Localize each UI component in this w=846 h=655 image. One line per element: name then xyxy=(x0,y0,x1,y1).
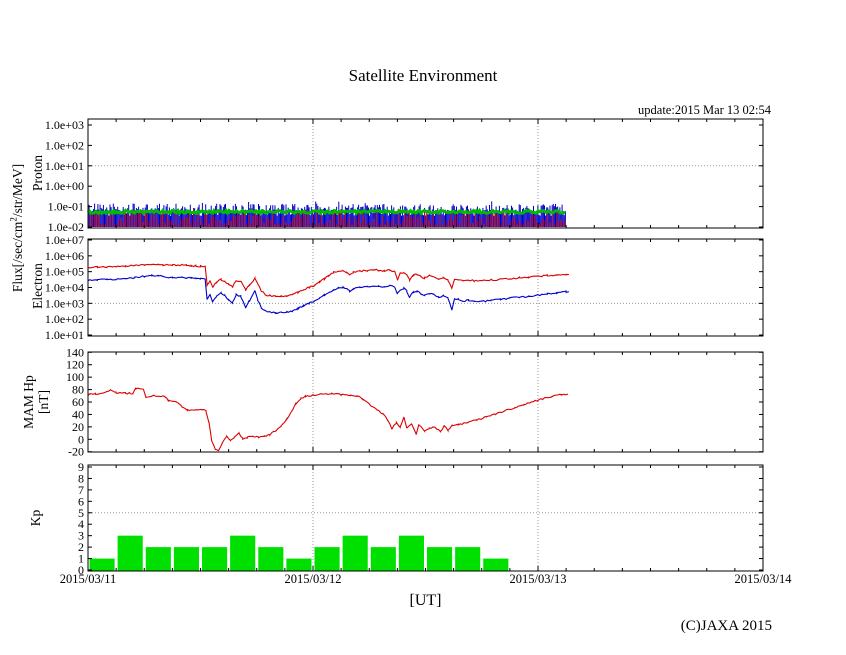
kp-bar xyxy=(398,535,424,571)
proton-ytick-label: 1.0e+03 xyxy=(45,118,84,132)
mam-ytick-label: 0 xyxy=(78,432,84,446)
x-tick-label-day3: 2015/03/13 xyxy=(509,572,567,586)
kp-bar xyxy=(483,558,509,571)
x-tick-label-day1: 2015/03/11 xyxy=(59,572,117,586)
kp-ytick-label: 6 xyxy=(78,494,84,508)
mam-ytick-label: 120 xyxy=(66,358,84,372)
kp-bar xyxy=(202,547,228,571)
kp-bar xyxy=(89,558,115,571)
electron-ytick-label: 1.0e+04 xyxy=(45,281,84,295)
kp-ytick-label: 4 xyxy=(78,517,84,531)
proton-ytick-label: 1.0e+01 xyxy=(45,159,84,173)
kp-bar xyxy=(427,547,453,571)
copyright: (C)JAXA 2015 xyxy=(680,618,772,634)
mam-ytick-label: 80 xyxy=(72,383,84,397)
kp-bar xyxy=(342,535,368,571)
kp-ytick-label: 5 xyxy=(78,506,84,520)
x-axis-unit-label: [UT] xyxy=(409,592,442,609)
kp-bar xyxy=(455,547,481,571)
proton-ytick-label: 1.0e+00 xyxy=(45,179,84,193)
mam-ytick-label: 140 xyxy=(66,345,84,359)
kp-ytick-label: 2 xyxy=(78,540,84,554)
mam-ytick-label: -20 xyxy=(68,445,84,459)
kp-bar xyxy=(286,558,312,571)
mam-ytick-label: 100 xyxy=(66,370,84,384)
kp-bar xyxy=(230,535,256,571)
electron-panel: 1.0e+07 1.0e+06 1.0e+05 1.0e+041.0e+03 1.0e+… xyxy=(45,233,764,342)
kp-ytick-label: 1 xyxy=(78,552,84,566)
proton-panel: 1.0e+03 1.0e+02 1.0e+01 1.0e+00 1.0e-01 1.0e-… xyxy=(45,118,764,234)
kp-ytick-label: 7 xyxy=(78,483,84,497)
proton-ytick-label: 1.0e-01 xyxy=(48,200,84,214)
kp-bar xyxy=(370,547,396,571)
proton-ytick-label: 1.0e+02 xyxy=(45,138,84,152)
kp-ytick-label: 0 xyxy=(78,563,84,577)
kp-ytick-label: 3 xyxy=(78,529,84,543)
kp-ytick-label: 9 xyxy=(78,460,84,474)
kp-bar xyxy=(145,547,171,571)
electron-blue-trace xyxy=(87,273,570,315)
kp-bar xyxy=(258,547,284,571)
kp-bar xyxy=(173,547,199,571)
kp-bar xyxy=(314,547,340,571)
mam-ytick-label: 60 xyxy=(72,395,84,409)
kp-bar xyxy=(117,535,143,571)
electron-ytick-label: 1.0e+05 xyxy=(45,265,84,279)
x-tick-label-day2: 2015/03/12 xyxy=(284,572,342,586)
electron-ytick-label: 1.0e+06 xyxy=(45,249,84,263)
mam-ytick-label: 40 xyxy=(72,407,84,421)
x-tick-label-day4: 2015/03/14 xyxy=(734,572,792,586)
electron-ytick-label: 1.0e+07 xyxy=(45,233,84,247)
proton-ytick-label: 1.0e-02 xyxy=(48,220,84,234)
kp-ytick-label: 8 xyxy=(78,471,84,485)
electron-red-trace xyxy=(87,263,569,298)
update-timestamp: update:2015 Mar 13 02:54 xyxy=(638,103,771,117)
electron-ytick-label: 1.0e+01 xyxy=(45,328,84,342)
mam-ytick-label: 20 xyxy=(72,420,84,434)
mam-red-trace xyxy=(87,387,569,452)
electron-ytick-label: 1.0e+03 xyxy=(45,296,84,310)
electron-ytick-label: 1.0e+02 xyxy=(45,312,84,326)
chart-title: Satellite Environment xyxy=(348,66,498,85)
